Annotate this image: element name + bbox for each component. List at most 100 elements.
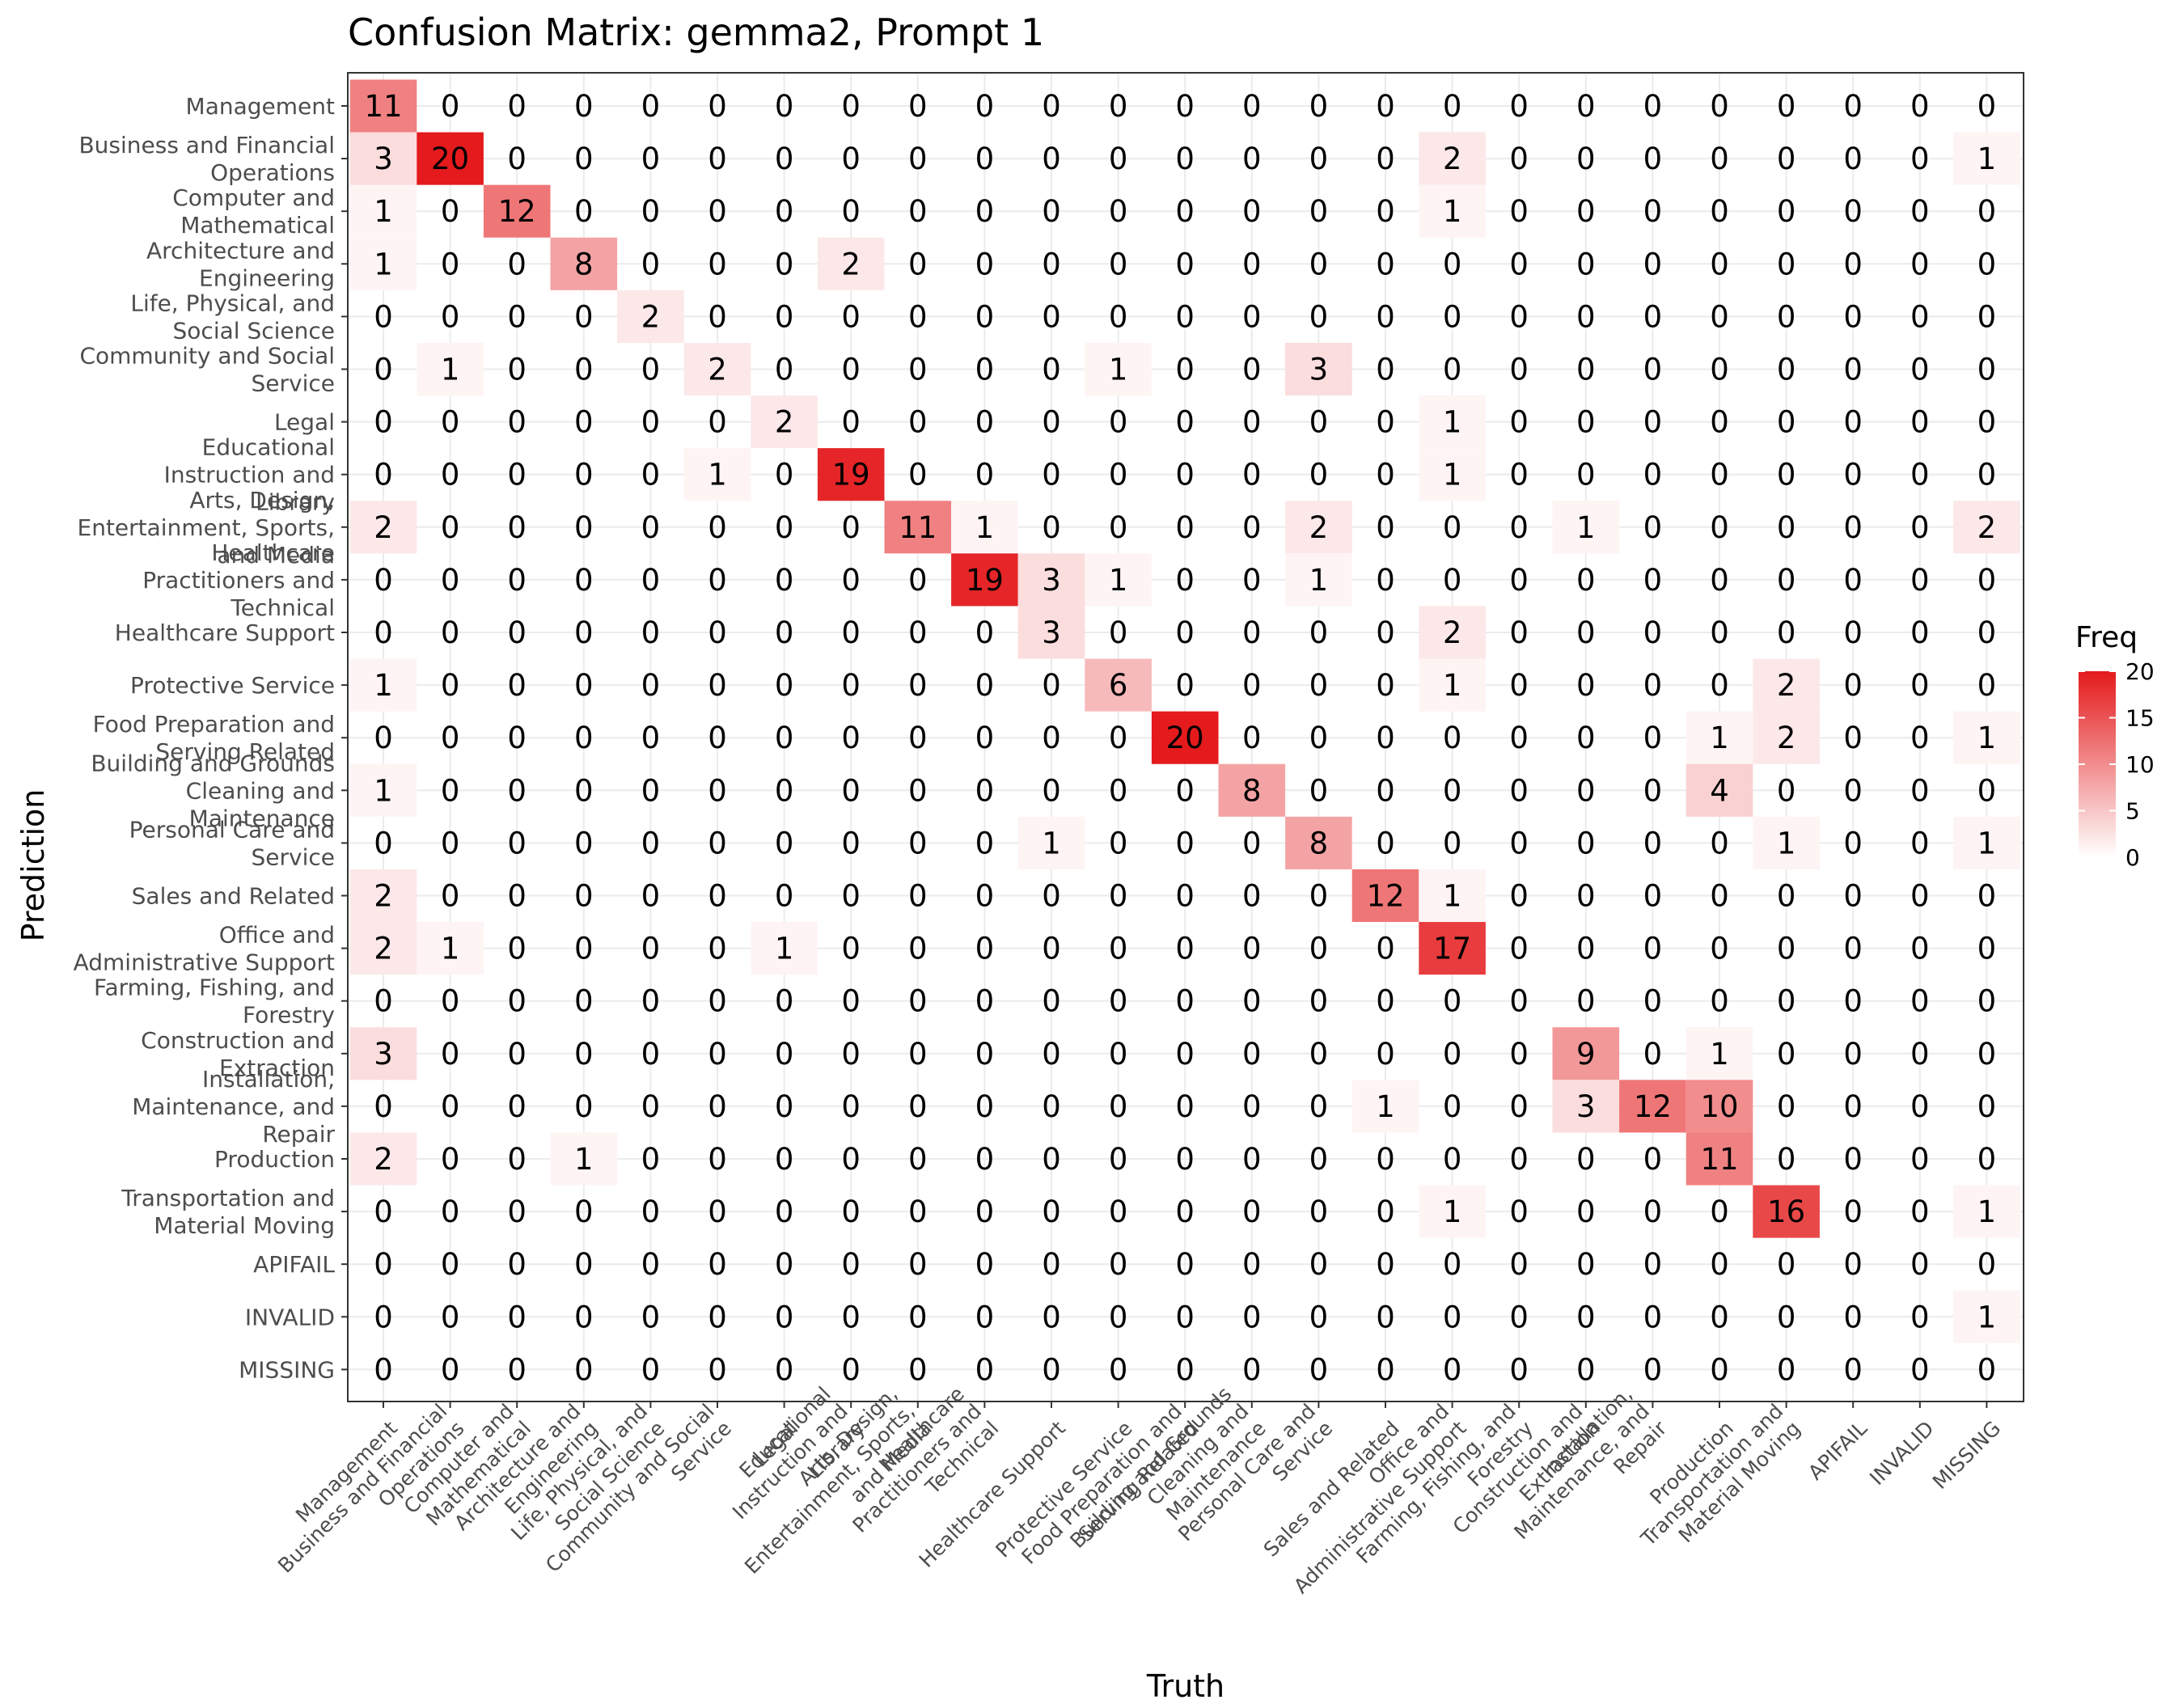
cell-value-label: 0: [1309, 615, 1329, 650]
cell-value-label: 0: [1509, 1089, 1529, 1124]
cell-value-label: 0: [1376, 668, 1395, 703]
x-tick-label: INVALID: [1865, 1416, 1939, 1490]
cell-value-label: 0: [507, 510, 527, 545]
cell-value-label: 0: [1509, 563, 1529, 598]
cell-value-label: 9: [1576, 1037, 1596, 1072]
y-tick-label: Life, Physical, and Social Science: [130, 290, 335, 344]
cell-value-label: 0: [1910, 563, 1930, 598]
cell-value-label: 0: [1109, 879, 1128, 914]
cell-value-label: 0: [1977, 773, 1997, 808]
legend-tick-label: 5: [2125, 798, 2140, 825]
cell-value-label: 0: [1109, 299, 1128, 334]
cell-value-label: 0: [641, 932, 661, 966]
cell-value-label: 0: [1175, 563, 1195, 598]
cell-value-label: 0: [574, 510, 594, 545]
chart-title: Confusion Matrix: gemma2, Prompt 1: [348, 11, 1044, 54]
cell-value-label: 0: [1710, 1300, 1729, 1334]
cell-value-label: 0: [1843, 194, 1863, 229]
heatmap-cell: [817, 448, 885, 501]
cell-value-label: 1: [374, 247, 393, 281]
cell-value-label: 0: [1643, 879, 1663, 914]
y-tick-label: Transportation and Material Moving: [121, 1185, 335, 1239]
cell-value-label: 0: [775, 299, 794, 334]
heatmap-cell: [550, 237, 618, 290]
cell-value-label: 0: [1843, 879, 1863, 914]
cell-value-label: 0: [1309, 879, 1329, 914]
cell-value-label: 0: [1376, 1352, 1395, 1387]
heatmap-cell: [1685, 711, 1753, 764]
cell-value-label: 0: [1109, 1352, 1128, 1387]
cell-value-label: 0: [975, 615, 995, 650]
cell-value-label: 0: [1576, 563, 1596, 598]
cell-value-label: 0: [1376, 458, 1395, 493]
cell-value-label: 4: [1710, 773, 1729, 808]
cell-value-label: 0: [1843, 142, 1863, 176]
cell-value-label: 0: [1309, 458, 1329, 493]
cell-value-label: 0: [1109, 142, 1128, 176]
cell-value-label: 0: [1777, 1352, 1796, 1387]
cell-value-label: 0: [1576, 773, 1596, 808]
cell-value-label: 0: [1710, 563, 1729, 598]
cell-value-label: 0: [574, 1247, 594, 1282]
heatmap-cell: [1419, 606, 1486, 659]
cell-value-label: 1: [1777, 826, 1796, 860]
legend-tick-label: 0: [2125, 844, 2140, 871]
cell-value-label: 0: [574, 1300, 594, 1334]
cell-value-label: 0: [1509, 510, 1529, 545]
cell-value-label: 0: [1509, 353, 1529, 387]
cell-value-label: 2: [374, 879, 393, 914]
cell-value-label: 0: [1843, 510, 1863, 545]
cell-value-label: 0: [1910, 1352, 1930, 1387]
cell-value-label: 0: [1576, 721, 1596, 755]
x-axis-title: Truth: [1146, 1668, 1224, 1704]
cell-value-label: 0: [1309, 299, 1329, 334]
cell-value-label: 0: [1443, 247, 1462, 281]
cell-value-label: 0: [1710, 89, 1729, 124]
cell-value-label: 0: [841, 615, 861, 650]
cell-value-label: 0: [1042, 721, 1061, 755]
cell-value-label: 0: [1309, 194, 1329, 229]
cell-value-label: 0: [1576, 142, 1596, 176]
cell-value-label: 0: [975, 458, 995, 493]
cell-value-label: 0: [507, 563, 527, 598]
cell-value-label: 0: [1777, 1142, 1796, 1177]
cell-value-label: 0: [1777, 984, 1796, 1019]
cell-value-label: 0: [1910, 1247, 1930, 1282]
cell-value-label: 0: [1977, 353, 1997, 387]
cell-value-label: 0: [1109, 247, 1128, 281]
cell-value-label: 0: [775, 879, 794, 914]
cell-value-label: 0: [1309, 1037, 1329, 1072]
cell-value-label: 0: [374, 826, 393, 860]
cell-value-label: 0: [708, 1194, 727, 1229]
cell-value-label: 0: [1042, 1142, 1061, 1177]
cell-value-label: 0: [1910, 826, 1930, 860]
cell-value-label: 0: [1576, 615, 1596, 650]
cell-value-label: 0: [1843, 1300, 1863, 1334]
cell-value-label: 0: [1309, 984, 1329, 1019]
cell-value-label: 0: [641, 405, 661, 440]
cell-value-label: 0: [1242, 826, 1262, 860]
cell-value-label: 0: [1910, 510, 1930, 545]
cell-value-label: 6: [1109, 668, 1128, 703]
cell-value-label: 0: [1843, 932, 1863, 966]
cell-value-label: 2: [841, 247, 861, 281]
cell-value-label: 0: [641, 668, 661, 703]
cell-value-label: 0: [1576, 1300, 1596, 1334]
cell-value-label: 0: [1309, 1300, 1329, 1334]
cell-value-label: 0: [1242, 932, 1262, 966]
cell-value-label: 0: [374, 405, 393, 440]
cell-value-label: 0: [1175, 194, 1195, 229]
cell-value-label: 0: [908, 1142, 928, 1177]
cell-value-label: 0: [441, 984, 460, 1019]
cell-value-label: 0: [507, 1300, 527, 1334]
cell-value-label: 0: [1910, 194, 1930, 229]
cell-value-label: 0: [975, 299, 995, 334]
cell-value-label: 0: [1977, 984, 1997, 1019]
cell-value-label: 0: [507, 615, 527, 650]
cell-value-label: 0: [1843, 826, 1863, 860]
cell-value-label: 0: [641, 826, 661, 860]
cell-value-label: 0: [1242, 142, 1262, 176]
cell-value-label: 0: [1710, 1352, 1729, 1387]
cell-value-label: 0: [1643, 721, 1663, 755]
cell-value-label: 0: [975, 1247, 995, 1282]
